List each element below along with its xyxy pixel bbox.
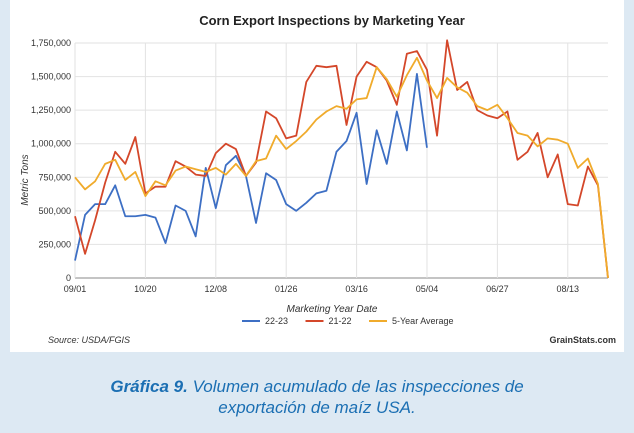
x-axis-label: Marketing Year Date	[287, 304, 378, 315]
y-tick-label: 250,000	[38, 239, 71, 249]
series-line-5-year-average	[74, 56, 609, 279]
caption-text-line1: Volumen acumulado de las inspecciones de	[187, 377, 524, 396]
export-inspections-chart: Corn Export Inspections by Marketing Yea…	[20, 13, 616, 345]
caption-text-line2: exportación de maíz USA.	[218, 398, 416, 417]
y-tick-label: 1,000,000	[31, 139, 71, 149]
credit-note: GrainStats.com	[549, 335, 616, 345]
legend-label: 22-23	[265, 316, 288, 326]
y-tick-label: 0	[66, 273, 71, 283]
y-tick-label: 500,000	[38, 206, 71, 216]
x-tick-label: 05/04	[416, 284, 439, 294]
y-tick-label: 1,500,000	[31, 72, 71, 82]
legend-label: 21-22	[329, 316, 352, 326]
x-tick-label: 08/13	[557, 284, 580, 294]
y-tick-label: 750,000	[38, 172, 71, 182]
x-tick-label: 09/01	[64, 284, 87, 294]
series-line-22-23	[74, 72, 428, 261]
chart-card: Corn Export Inspections by Marketing Yea…	[10, 0, 624, 352]
y-tick-label: 1,750,000	[31, 38, 71, 48]
x-tick-label: 12/08	[205, 284, 228, 294]
caption-label: Gráfica 9.	[110, 377, 188, 396]
y-axis-label: Metric Tons	[20, 154, 31, 205]
x-tick-label: 01/26	[275, 284, 298, 294]
source-note: Source: USDA/FGIS	[48, 335, 130, 345]
x-tick-label: 06/27	[486, 284, 509, 294]
series-line-21-22	[74, 39, 609, 279]
chart-title: Corn Export Inspections by Marketing Yea…	[199, 13, 465, 28]
figure-caption: Gráfica 9. Volumen acumulado de las insp…	[0, 376, 634, 418]
x-tick-label: 10/20	[134, 284, 157, 294]
y-tick-label: 1,250,000	[31, 105, 71, 115]
legend-label: 5-Year Average	[392, 316, 454, 326]
legend: 22-23 21-22 5-Year Average	[242, 316, 454, 326]
x-tick-label: 03/16	[345, 284, 368, 294]
